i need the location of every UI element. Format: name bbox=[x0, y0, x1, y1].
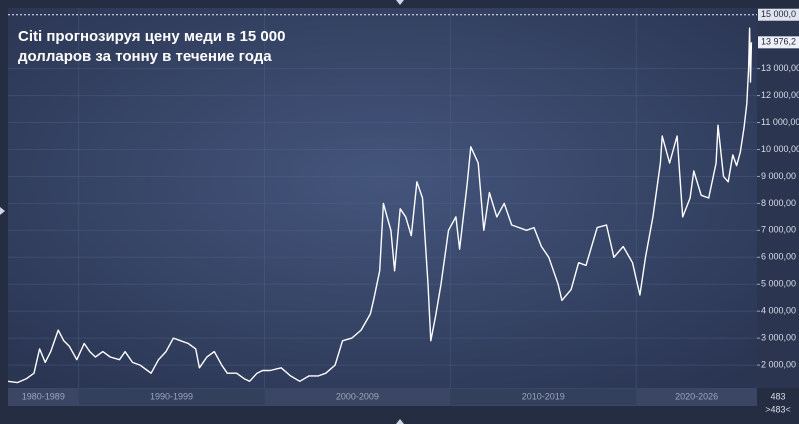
price-line bbox=[7, 27, 753, 384]
x-tick-label: 1990-1999 bbox=[150, 391, 193, 401]
y-tick-label: 10 000,00 bbox=[761, 144, 799, 154]
y-tick-label: 6 000,00 bbox=[761, 252, 796, 262]
x-tick-label: 2000-2009 bbox=[336, 391, 379, 401]
top-handle[interactable] bbox=[396, 0, 404, 5]
last-value-label: 13 976,2 bbox=[761, 37, 796, 47]
plot-area bbox=[8, 8, 757, 388]
y-axis-panel bbox=[757, 8, 799, 388]
x-tick-label: 2010-2019 bbox=[522, 391, 565, 401]
y-tick-label: 7 000,00 bbox=[761, 225, 796, 235]
x-tick-label: 2020-2026 bbox=[675, 391, 718, 401]
y-tick-label: 2 000,00 bbox=[761, 359, 796, 369]
corner-label: 483 bbox=[770, 391, 785, 401]
x-band bbox=[78, 389, 265, 405]
title-line: Citi прогнозируя цену меди в 15 000 bbox=[18, 28, 285, 45]
last-value-bg bbox=[758, 36, 799, 49]
y-tick-label: 9 000,00 bbox=[761, 171, 796, 181]
chart-layer: 1980-1989 1990-1999 2000-2009 2010-2019 2020… bbox=[7, 8, 799, 405]
title-line: долларов за тонну в течение года bbox=[18, 48, 272, 65]
y-tick-label: 12 000,00 bbox=[761, 90, 799, 100]
y-tick-label: 8 000,00 bbox=[761, 198, 796, 208]
y-tick-label: 11 000,00 bbox=[761, 117, 799, 127]
y-tick-label: 5 000,00 bbox=[761, 279, 796, 289]
reference-label: 15 000,0 bbox=[761, 9, 796, 19]
y-tick-label: 13 000,00 bbox=[761, 63, 799, 73]
left-handle[interactable] bbox=[0, 207, 5, 215]
corner-label: >483< bbox=[765, 404, 791, 414]
reference-label-bg bbox=[758, 8, 799, 21]
y-tick-label: 3 000,00 bbox=[761, 333, 796, 343]
x-tick-label: 1980-1989 bbox=[22, 391, 65, 401]
x-band bbox=[450, 389, 637, 405]
bottom-handle[interactable] bbox=[396, 419, 404, 424]
y-tick-label: 4 000,00 bbox=[761, 306, 796, 316]
